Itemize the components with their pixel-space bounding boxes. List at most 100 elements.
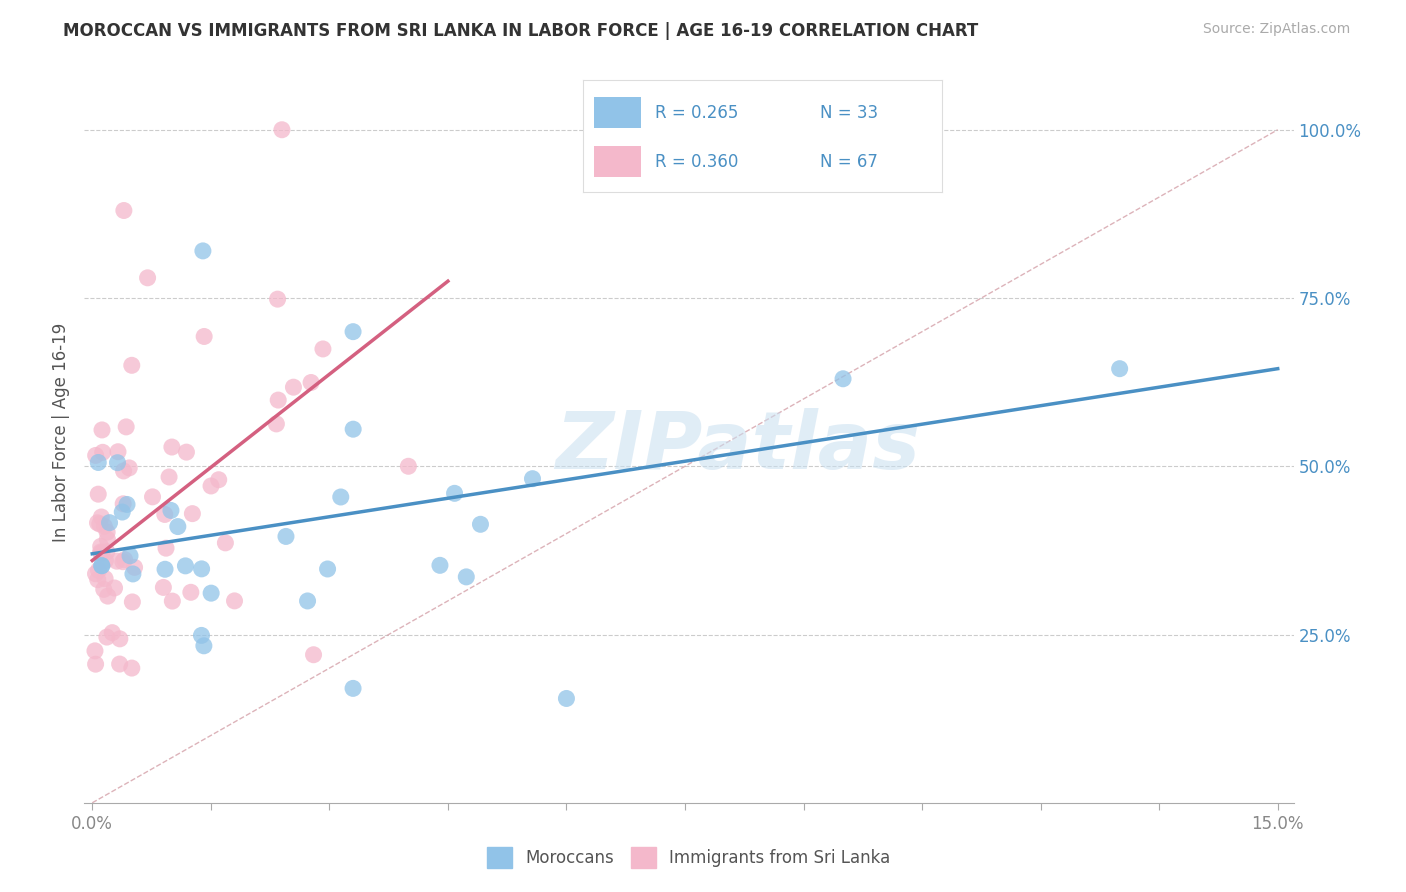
Point (86, 516, 108, 530)
Point (299, 376, 322, 390)
Point (87, 573, 110, 587)
Point (91, 423, 114, 437)
Point (141, 490, 163, 504)
Point (96, 525, 118, 540)
Text: R = 0.265: R = 0.265 (655, 103, 738, 121)
Point (283, 380, 305, 394)
Point (93, 519, 115, 533)
Point (111, 505, 134, 519)
Point (115, 498, 138, 512)
Point (84, 566, 107, 581)
Point (443, 486, 465, 500)
Point (107, 456, 129, 470)
Point (266, 292, 288, 306)
Point (302, 648, 325, 662)
Text: Source: ZipAtlas.com: Source: ZipAtlas.com (1202, 22, 1350, 37)
Point (114, 552, 136, 566)
Point (97, 589, 120, 603)
Point (87, 455, 110, 469)
Point (98, 516, 121, 530)
Point (112, 497, 135, 511)
Point (456, 570, 478, 584)
Point (84, 449, 107, 463)
Point (555, 691, 578, 706)
Point (89, 516, 111, 531)
Point (91, 445, 114, 459)
Point (267, 393, 290, 408)
Point (108, 657, 131, 671)
Point (329, 490, 352, 504)
Point (193, 329, 215, 343)
Point (190, 628, 212, 642)
Point (101, 625, 124, 640)
Point (121, 661, 143, 675)
Point (342, 422, 364, 436)
Point (181, 507, 204, 521)
Bar (595, 97, 641, 128)
Point (96, 630, 118, 644)
Point (89, 545, 111, 559)
Point (124, 560, 146, 574)
Point (160, 440, 183, 454)
Y-axis label: In Labor Force | Age 16-19: In Labor Force | Age 16-19 (52, 323, 70, 542)
Point (166, 519, 188, 533)
Legend: Moroccans, Immigrants from Sri Lanka: Moroccans, Immigrants from Sri Lanka (479, 838, 898, 876)
Point (87, 563, 110, 577)
Point (157, 470, 180, 484)
Point (87, 487, 110, 501)
Point (312, 342, 335, 356)
Point (176, 445, 198, 459)
Point (90, 510, 112, 524)
Point (342, 681, 364, 696)
Point (111, 555, 134, 569)
Point (162, 594, 184, 608)
Point (342, 325, 364, 339)
Point (153, 562, 176, 576)
Bar (595, 146, 641, 178)
Point (121, 359, 143, 373)
Point (84, 644, 107, 658)
Point (93, 582, 115, 597)
Point (121, 595, 143, 609)
Point (96, 545, 118, 559)
Point (118, 549, 141, 563)
Point (200, 586, 222, 600)
Point (84, 657, 107, 672)
Point (190, 562, 212, 576)
Point (214, 536, 236, 550)
Text: MOROCCAN VS IMMIGRANTS FROM SRI LANKA IN LABOR FORCE | AGE 16-19 CORRELATION CHA: MOROCCAN VS IMMIGRANTS FROM SRI LANKA IN… (63, 22, 979, 40)
Point (118, 461, 141, 475)
Point (174, 558, 197, 573)
Point (160, 503, 183, 517)
Point (396, 459, 419, 474)
Point (297, 594, 319, 608)
Point (832, 372, 855, 386)
Point (153, 508, 176, 522)
Point (316, 562, 339, 576)
Point (108, 632, 131, 646)
Point (107, 444, 129, 458)
Point (224, 594, 246, 608)
Point (522, 472, 544, 486)
Point (1108, 361, 1130, 376)
Point (90, 558, 112, 573)
Point (115, 420, 138, 434)
Point (266, 417, 288, 431)
Point (191, 244, 214, 258)
Point (155, 541, 177, 556)
Point (152, 581, 174, 595)
Text: ZIPatlas: ZIPatlas (555, 409, 920, 486)
Point (112, 203, 135, 218)
Point (470, 517, 492, 532)
Point (271, 122, 294, 136)
Point (90, 558, 112, 573)
Text: N = 67: N = 67 (820, 153, 877, 170)
Point (208, 473, 231, 487)
Point (94, 572, 117, 586)
Point (136, 270, 159, 285)
Point (429, 558, 451, 573)
Point (105, 554, 128, 568)
Point (94, 553, 117, 567)
Text: R = 0.360: R = 0.360 (655, 153, 738, 170)
Point (90, 546, 112, 560)
